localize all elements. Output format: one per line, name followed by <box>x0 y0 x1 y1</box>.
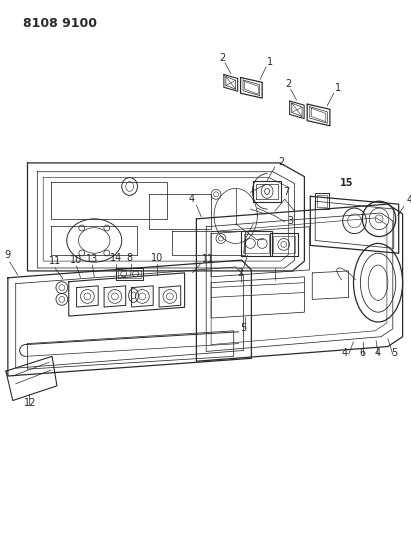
Text: 15: 15 <box>340 179 353 189</box>
Text: 8: 8 <box>127 253 133 263</box>
Text: 2: 2 <box>278 157 284 167</box>
Text: 6: 6 <box>359 348 365 358</box>
Text: 11: 11 <box>49 256 61 266</box>
Text: 8108 9100: 8108 9100 <box>23 18 97 30</box>
Text: 1: 1 <box>267 56 273 67</box>
Text: 5: 5 <box>391 348 397 358</box>
Text: 9: 9 <box>4 250 10 260</box>
Text: 2: 2 <box>285 79 291 89</box>
Text: 2: 2 <box>238 268 244 278</box>
Text: 5: 5 <box>240 323 247 333</box>
Text: 12: 12 <box>23 398 36 408</box>
Text: 3: 3 <box>288 216 294 226</box>
Text: 4: 4 <box>374 348 380 358</box>
Text: 7: 7 <box>283 187 289 197</box>
Text: 10: 10 <box>70 255 82 265</box>
Text: 13: 13 <box>86 254 99 264</box>
Text: 14: 14 <box>110 253 122 263</box>
Text: 4: 4 <box>406 195 411 205</box>
Text: 2: 2 <box>219 53 225 63</box>
Text: 1: 1 <box>335 83 341 93</box>
Text: 11: 11 <box>202 254 215 264</box>
Text: 10: 10 <box>151 253 164 263</box>
Text: 4: 4 <box>342 348 348 358</box>
Text: 4: 4 <box>189 194 195 204</box>
